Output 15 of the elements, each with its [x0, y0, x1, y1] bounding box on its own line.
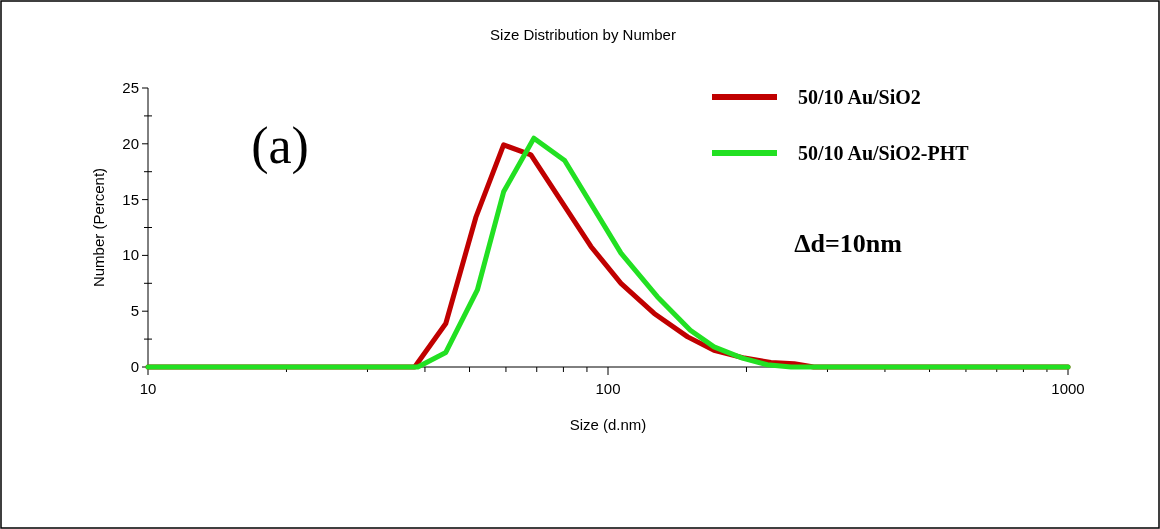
y-tick-label: 10	[122, 246, 139, 264]
y-tick-label: 5	[130, 302, 139, 320]
y-axis-title: Number (Percent)	[90, 167, 107, 288]
annotation: (a)	[251, 117, 309, 175]
y-tick-label: 0	[130, 358, 139, 375]
x-tick-label: 100	[595, 380, 621, 397]
x-tick-label: 1000	[1051, 380, 1085, 397]
legend-label: 50/10 Au/SiO2-PHT	[798, 142, 970, 164]
y-tick-label: 25	[122, 79, 139, 96]
legend-label: 50/10 Au/SiO2	[798, 86, 921, 108]
chart-title: Size Distribution by Number	[490, 26, 676, 43]
annotation: Δd=10nm	[794, 229, 903, 258]
x-axis-title: Size (d.nm)	[569, 416, 647, 433]
y-tick-label: 20	[122, 134, 139, 152]
y-tick-label: 15	[122, 190, 139, 208]
